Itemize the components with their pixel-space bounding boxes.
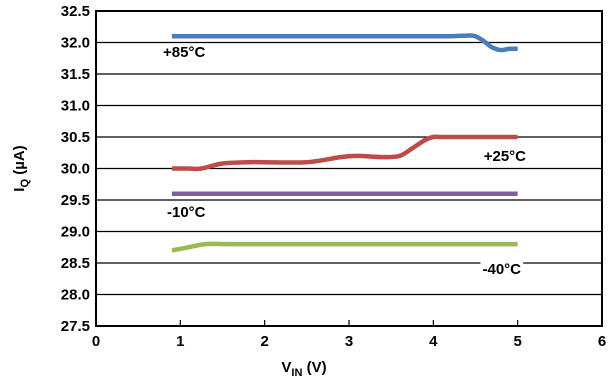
y-tick-label: 30.0 [61, 161, 90, 178]
x-axis-title-subscript: IN [291, 367, 302, 379]
x-axis-title-main: V [281, 359, 291, 376]
x-tick-label: 5 [513, 333, 521, 350]
series-lines [171, 33, 518, 253]
series-label-group-0: +85°C [161, 44, 208, 61]
x-tick-label: 1 [176, 333, 184, 350]
series-label-group-1: +25°C [481, 148, 529, 165]
series-line-1 [171, 134, 518, 172]
x-tick-label: 6 [598, 333, 606, 350]
y-tick-label: 32.0 [61, 35, 90, 52]
x-tick-label: 2 [260, 333, 268, 350]
y-axis-ticks: 32.5 32.0 31.5 31.0 30.5 30.0 29.5 29.0 28.5 28.0… [61, 3, 90, 335]
y-tick-label: 29.0 [61, 224, 90, 241]
series-label: +85°C [163, 44, 205, 61]
y-tick-label: 32.5 [61, 3, 90, 20]
series-label-group-2: -10°C [165, 204, 208, 221]
series-label: +25°C [484, 148, 526, 165]
x-axis-title-unit: (V) [302, 359, 326, 376]
series-label-group-3: -40°C [480, 261, 524, 278]
x-tick-label: 0 [92, 333, 100, 350]
y-axis-title-main: I [11, 188, 28, 192]
x-tick-label: 4 [429, 333, 438, 350]
y-tick-label: 27.5 [61, 318, 90, 335]
y-axis-title-unit: (µA) [11, 145, 28, 179]
series-line-0 [171, 33, 518, 53]
y-tick-label: 31.0 [61, 98, 90, 115]
series-label-background [480, 261, 524, 278]
x-axis-ticks: 0 1 2 3 4 5 6 [92, 320, 606, 350]
y-axis-title: IQ (µA) [11, 145, 31, 191]
series-label: -10°C [167, 204, 206, 221]
series-line-3 [171, 241, 518, 253]
y-tick-label: 29.5 [61, 192, 90, 209]
series-label-background [481, 148, 529, 165]
x-tick-label: 3 [345, 333, 353, 350]
x-axis-title: VIN (V) [281, 359, 326, 379]
series-label-background [161, 44, 208, 61]
y-axis-title-subscript: Q [19, 179, 31, 188]
y-tick-label: 31.5 [61, 66, 90, 83]
y-tick-label: 30.5 [61, 129, 90, 146]
y-tick-label: 28.5 [61, 255, 90, 272]
series-label-background [165, 204, 208, 221]
y-tick-label: 28.0 [61, 287, 90, 304]
series-label: -40°C [482, 261, 521, 278]
series-labels: +85°C +25°C -10°C -40°C [161, 44, 529, 278]
